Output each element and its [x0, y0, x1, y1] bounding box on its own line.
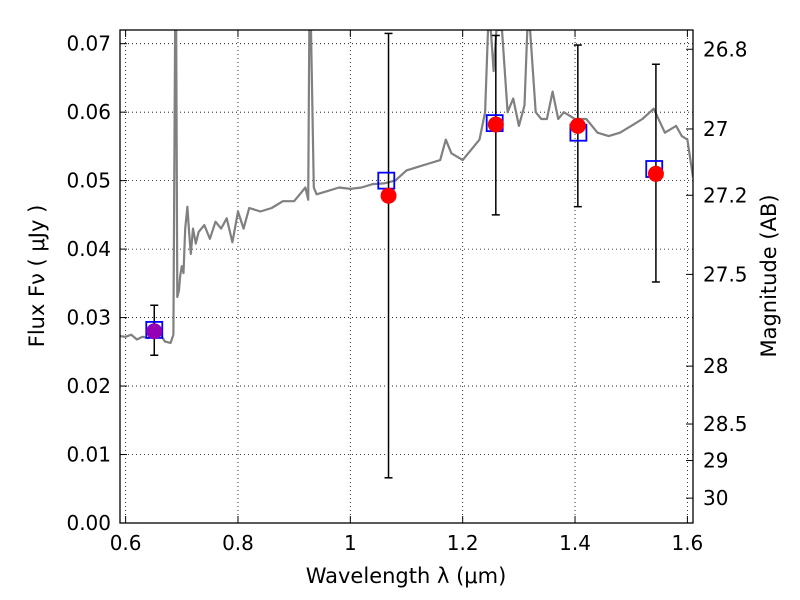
- x-tick-label: 0.6: [110, 531, 142, 555]
- y2-tick-label: 27.5: [703, 262, 748, 286]
- y2-tick-label: 27: [703, 117, 728, 141]
- observed-point: [380, 187, 397, 204]
- y-tick-label: 0.04: [66, 237, 111, 261]
- y2-axis-title: Magnitude (AB): [757, 194, 781, 357]
- y2-tick-label: 27.2: [703, 183, 748, 207]
- plot-background: [120, 30, 693, 523]
- spectrum-line: [120, 30, 693, 344]
- ticks: 0.6 0.8 1 1.2 1.4 1.6 0.00 0.01 0.02 0.03 0.04 0.05…: [66, 30, 748, 555]
- y2-tick-label: 28: [703, 354, 728, 378]
- plot-frame: [119, 29, 694, 524]
- observed-point: [487, 116, 504, 133]
- x-axis-title: Wavelength λ (μm): [306, 564, 507, 588]
- y-tick-label: 0.02: [66, 374, 111, 398]
- x-tick-label: 0.8: [222, 531, 254, 555]
- y-tick-label: 0.05: [66, 169, 111, 193]
- y2-tick-label: 29: [703, 449, 728, 473]
- x-tick-label: 1.2: [447, 531, 479, 555]
- observed-point: [647, 165, 664, 182]
- x-tick-label: 1.6: [671, 531, 703, 555]
- y2-tick-label: 26.8: [703, 37, 748, 61]
- y2-tick-label: 30: [703, 486, 728, 510]
- y-axis-title: Flux Fν ( μJy ): [25, 205, 49, 348]
- x-tick-label: 1.4: [559, 531, 591, 555]
- x-tick-label: 1: [344, 531, 357, 555]
- observed-point: [146, 323, 163, 340]
- observed-layer: [146, 116, 664, 340]
- y-tick-label: 0.06: [66, 100, 111, 124]
- y-tick-label: 0.01: [66, 443, 111, 467]
- y-tick-label: 0.00: [66, 511, 111, 535]
- y-tick-label: 0.03: [66, 306, 111, 330]
- y-tick-label: 0.07: [66, 32, 111, 56]
- observed-point: [569, 117, 586, 134]
- spectrum-layer: [120, 30, 693, 344]
- y2-tick-label: 28.5: [703, 412, 748, 436]
